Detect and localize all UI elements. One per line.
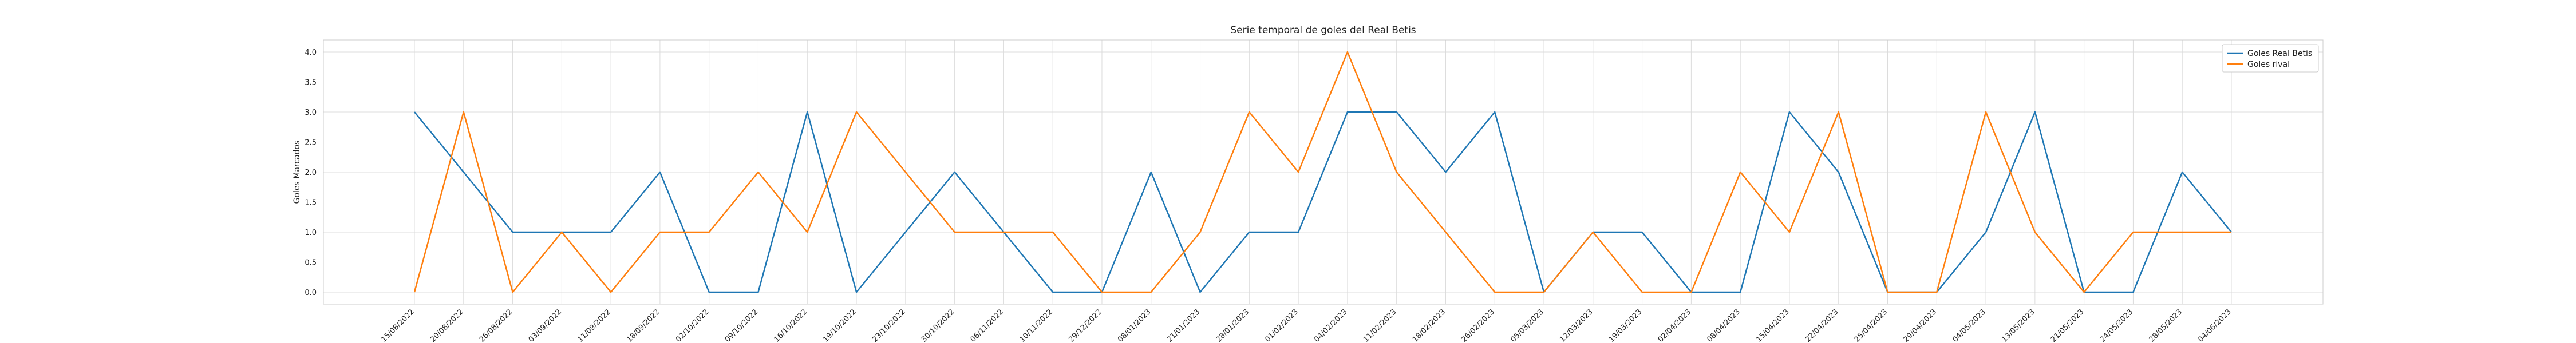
- series-line-1: [413, 51, 2231, 293]
- legend-label: Goles rival: [2247, 60, 2290, 69]
- y-tick-label: 2.5: [305, 139, 317, 147]
- legend: Goles Real Betis Goles rival: [2222, 44, 2319, 73]
- y-tick-label: 3.5: [305, 79, 317, 87]
- legend-box: [2222, 44, 2319, 73]
- y-axis-label: Goles Marcados: [293, 141, 302, 204]
- y-tick-label: 4.0: [305, 49, 317, 57]
- y-tick-label: 0.5: [305, 259, 317, 268]
- y-tick-label: 2.0: [305, 169, 317, 177]
- chart-title: Serie temporal de goles del Real Betis: [1230, 25, 1416, 36]
- legend-label: Goles Real Betis: [2247, 49, 2312, 58]
- y-tick-label: 1.0: [305, 229, 317, 237]
- y-axis-ticks: 0.0 0.5 1.0 1.5 2.0 2.5 3.0 3.5 4.0: [305, 49, 317, 297]
- y-tick-label: 1.5: [305, 199, 317, 208]
- plot-frame: [323, 39, 2324, 305]
- y-tick-label: 0.0: [305, 289, 317, 297]
- series-lines: [413, 51, 2232, 293]
- grid: [323, 40, 2323, 304]
- y-tick-label: 3.0: [305, 109, 317, 117]
